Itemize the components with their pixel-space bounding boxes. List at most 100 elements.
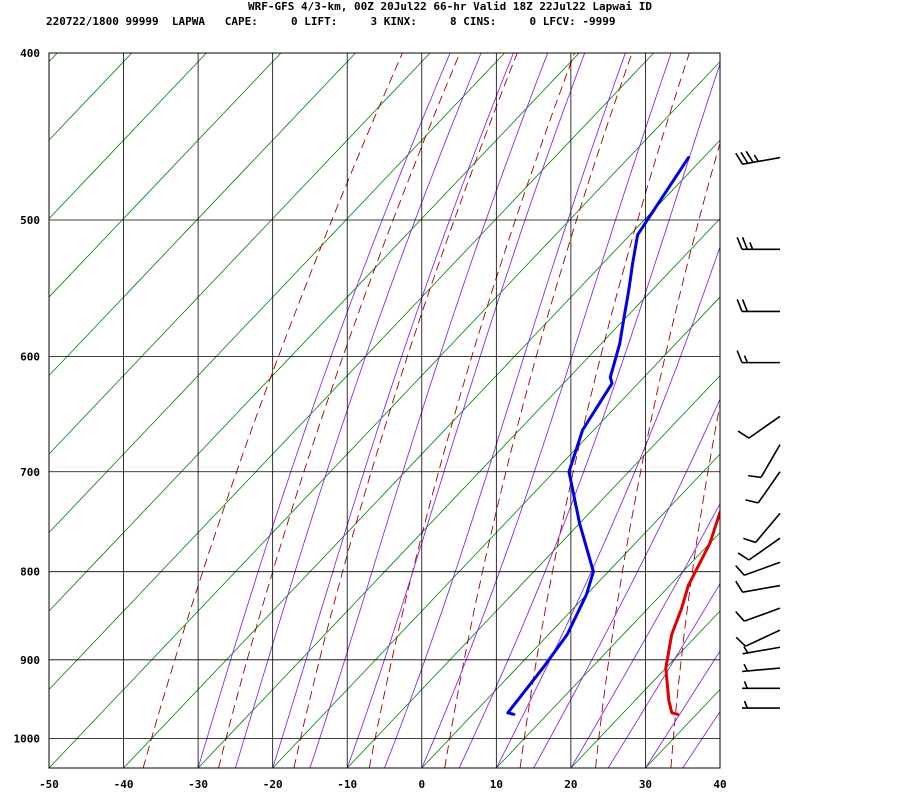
- dewpoint-profile: [506, 156, 690, 716]
- y-tick-label: 900: [20, 654, 40, 667]
- wind-barb-shaft: [742, 156, 781, 165]
- wind-barb-feather: [741, 299, 749, 312]
- dry-adiabat-line: [444, 53, 633, 768]
- wind-barb: [736, 237, 780, 251]
- dry-adiabat-line: [595, 141, 720, 768]
- moist-adiabat-line: [533, 397, 720, 768]
- wind-barb-feather: [743, 681, 749, 689]
- wind-barb-shaft: [748, 415, 781, 439]
- wind-barb-feather: [736, 237, 743, 250]
- isotherm-line: [49, 61, 720, 768]
- wind-barb: [748, 444, 781, 479]
- y-axis-ticks: 400 500 600 700 800 900 1000: [14, 47, 41, 746]
- wind-barb: [742, 663, 781, 673]
- wind-barbs: [735, 150, 781, 709]
- isotherm-line: [645, 688, 720, 768]
- station-info-line: 220722/1800 99999 LAPWA CAPE: 0 LIFT: 3 …: [46, 15, 616, 28]
- dry-adiabat-line: [670, 402, 720, 768]
- wind-barb-feather: [743, 355, 749, 363]
- wind-barb-feather: [745, 499, 759, 504]
- wind-barb: [735, 580, 781, 593]
- moist-adiabat-line: [346, 53, 586, 768]
- isotherm-line: [719, 767, 720, 768]
- wind-barb-feather: [743, 700, 749, 709]
- x-tick-label: 40: [713, 778, 726, 791]
- wind-barb-feather: [753, 154, 759, 162]
- wind-barb-feather: [735, 611, 745, 622]
- dry-adiabat-line: [822, 53, 900, 768]
- moist-adiabat-line: [645, 650, 720, 768]
- dry-adiabat-line: [519, 53, 690, 768]
- wind-barb-shaft: [744, 607, 781, 622]
- moist-adiabat-line: [272, 53, 514, 768]
- wind-barb-shaft: [744, 561, 781, 577]
- wind-barb-feather: [735, 580, 744, 593]
- isotherm-line: [496, 531, 720, 768]
- moist-adiabat-line: [421, 53, 672, 768]
- sounding-profiles: [506, 156, 720, 716]
- wind-barb: [735, 561, 781, 577]
- wind-barb: [735, 629, 781, 647]
- y-tick-label: 600: [20, 350, 40, 363]
- y-tick-label: 800: [20, 566, 40, 579]
- isotherm-line: [421, 453, 720, 768]
- wind-barb-feather: [735, 152, 744, 165]
- wind-barb-shaft: [745, 629, 781, 647]
- wind-barb: [742, 681, 780, 690]
- x-tick-label: 20: [564, 778, 577, 791]
- moist-adiabat-line: [384, 53, 626, 768]
- isotherm-line: [272, 296, 720, 768]
- wind-barb-feather: [745, 150, 754, 163]
- temperature-profile: [664, 509, 720, 716]
- wind-barb: [735, 150, 781, 165]
- wind-barb: [736, 299, 780, 313]
- wind-barb-shaft: [742, 584, 781, 593]
- y-tick-label: 500: [20, 214, 40, 227]
- wind-barb-feather: [737, 552, 750, 561]
- wind-barb: [736, 350, 780, 364]
- wind-barb-feather: [735, 565, 745, 576]
- wind-barb-feather: [736, 299, 743, 312]
- isotherm-line: [570, 610, 720, 768]
- wind-barb-feather: [748, 474, 762, 479]
- chart-title: WRF-GFS 4/3-km, 00Z 20Jul22 66-hr Valid …: [248, 0, 652, 13]
- y-tick-label: 700: [20, 466, 40, 479]
- isotherm-line: [49, 53, 580, 612]
- moist-adiabat-line: [309, 53, 549, 768]
- x-tick-label: 10: [490, 778, 503, 791]
- isotherm-line: [49, 53, 207, 220]
- isotherm-line: [197, 218, 720, 768]
- isotherm-line: [49, 53, 505, 534]
- x-tick-label: -40: [114, 778, 134, 791]
- moist-adiabat-line: [719, 767, 720, 768]
- moist-adiabat-line: [197, 53, 451, 768]
- x-tick-label: 30: [639, 778, 652, 791]
- isotherm-line: [49, 53, 654, 691]
- wind-barb-feather: [743, 646, 749, 654]
- wind-barb-feather: [737, 430, 750, 439]
- wind-barb: [737, 537, 781, 561]
- x-tick-label: -20: [263, 778, 283, 791]
- wind-barb-shaft: [748, 537, 781, 561]
- moist-adiabat-line: [570, 502, 720, 768]
- isotherm-line: [795, 53, 900, 768]
- wind-barb-feather: [743, 537, 756, 544]
- moist-adiabat-line: [234, 53, 482, 768]
- wind-barb-feather: [735, 636, 747, 647]
- wind-barb: [745, 471, 781, 504]
- moist-adiabat-line: [607, 582, 720, 768]
- x-tick-label: 0: [418, 778, 425, 791]
- x-tick-label: -30: [188, 778, 208, 791]
- dry-adiabat-line: [293, 53, 518, 768]
- plot-frame: [48, 52, 721, 769]
- wind-barb: [743, 512, 781, 544]
- wind-barb-feather: [749, 242, 754, 250]
- wind-barb-shaft: [757, 471, 781, 504]
- wind-barb-shaft: [760, 444, 781, 478]
- wind-barb: [735, 607, 781, 622]
- dry-adiabat-line: [218, 53, 461, 768]
- isotherm-line: [346, 375, 720, 768]
- wind-barb-feather: [736, 350, 743, 363]
- x-tick-label: -10: [337, 778, 357, 791]
